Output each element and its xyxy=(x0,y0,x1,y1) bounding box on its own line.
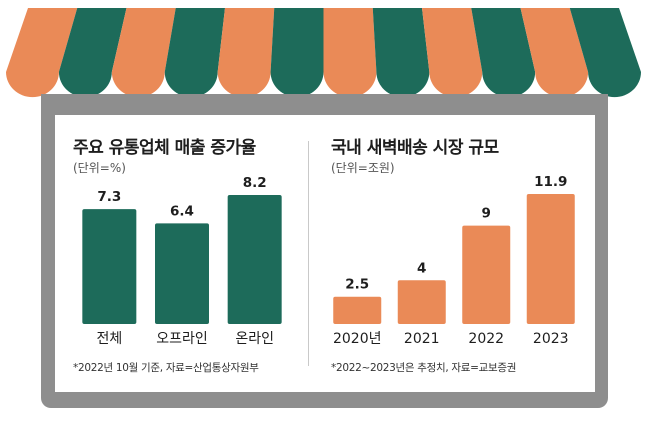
data-label: 7.3 xyxy=(97,189,121,205)
panel-divider xyxy=(308,141,309,366)
category-label: 2022 xyxy=(468,331,504,347)
bar xyxy=(155,223,209,324)
category-label: 2023 xyxy=(533,331,569,347)
awning-stripe xyxy=(323,8,377,98)
bar xyxy=(333,296,382,324)
bar xyxy=(227,195,282,324)
category-label: 전체 xyxy=(96,331,122,347)
awning-stripe xyxy=(164,8,225,98)
awning-stripe xyxy=(217,8,275,98)
data-label: 4 xyxy=(417,260,426,276)
data-label: 8.2 xyxy=(243,175,267,191)
data-label: 9 xyxy=(482,206,491,222)
chart-title: 주요 유통업체 매출 증가율 xyxy=(73,138,256,158)
category-label: 오프라인 xyxy=(156,331,208,347)
chart-unit: (단위=%) xyxy=(73,161,126,175)
bar xyxy=(526,194,575,324)
bar xyxy=(462,225,511,324)
sales-growth-chart: 7.3 전체 6.4 오프라인 8.2 온라인 xyxy=(82,175,282,347)
chart-source-note: *2022년 10월 기준, 자료=산업통상자원부 xyxy=(73,362,259,374)
category-label: 2020년 xyxy=(333,331,382,347)
sales-growth-panel: 7.3 전체 6.4 오프라인 8.2 온라인 주요 유통업체 매출 증가율 (단위=%)… xyxy=(55,115,317,392)
awning-stripe xyxy=(58,8,127,98)
dawn-delivery-chart: 2.5 2020년 4 2021 9 2022 11.9 2023 xyxy=(333,174,575,347)
category-label: 2021 xyxy=(404,331,440,347)
data-label: 2.5 xyxy=(345,277,369,293)
shop-awning xyxy=(6,8,641,98)
category-label: 온라인 xyxy=(235,331,274,347)
awning-stripe xyxy=(520,8,589,98)
chart-unit: (단위=조원) xyxy=(331,161,395,175)
awning-stripe xyxy=(6,8,78,98)
dawn-delivery-panel: 2.5 2020년 4 2021 9 2022 11.9 2023 국내 새벽배송 시장 규모… xyxy=(317,115,595,392)
data-label: 6.4 xyxy=(170,203,194,219)
bar xyxy=(397,280,446,324)
awning-stripe xyxy=(569,8,641,98)
awning-stripe xyxy=(111,8,176,98)
awning-stripe xyxy=(270,8,324,98)
chart-title: 국내 새벽배송 시장 규모 xyxy=(331,138,499,158)
awning-stripe xyxy=(372,8,430,98)
awning-stripe xyxy=(422,8,483,98)
awning-stripe xyxy=(471,8,536,98)
chart-source-note: *2022~2023년은 추정치, 자료=교보증권 xyxy=(331,362,517,374)
bar xyxy=(82,209,137,324)
data-label: 11.9 xyxy=(534,174,567,190)
